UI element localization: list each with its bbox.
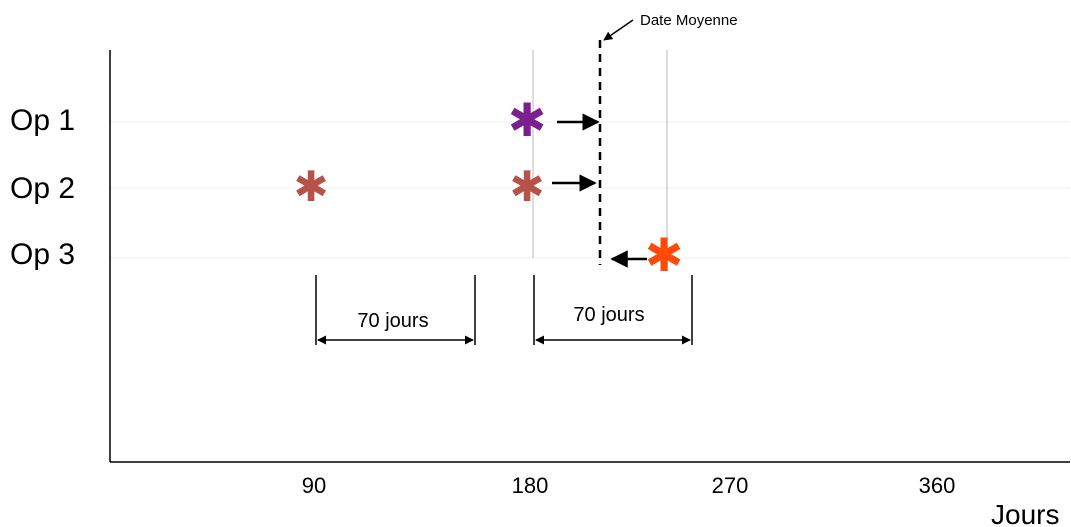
mean-date-label: Date Moyenne: [640, 12, 738, 29]
span-1-label: 70 jours: [357, 310, 428, 332]
row-label-op2: Op 2: [10, 172, 75, 205]
row-label-op1: Op 1: [10, 104, 75, 137]
span-2-label: 70 jours: [573, 304, 644, 326]
tick-label-180: 180: [512, 473, 549, 498]
tick-label-270: 270: [712, 473, 749, 498]
mean-date-pointer: [603, 19, 634, 41]
marker-op3: ✱: [645, 228, 684, 282]
tick-label-360: 360: [919, 473, 956, 498]
tick-label-90: 90: [302, 473, 326, 498]
marker-op2-180: ✱: [509, 162, 544, 211]
marker-op1-180: ✱: [508, 93, 547, 147]
row-label-op3: Op 3: [10, 238, 75, 271]
x-axis-label: Jours: [991, 499, 1059, 527]
marker-op2-90: ✱: [293, 162, 328, 211]
